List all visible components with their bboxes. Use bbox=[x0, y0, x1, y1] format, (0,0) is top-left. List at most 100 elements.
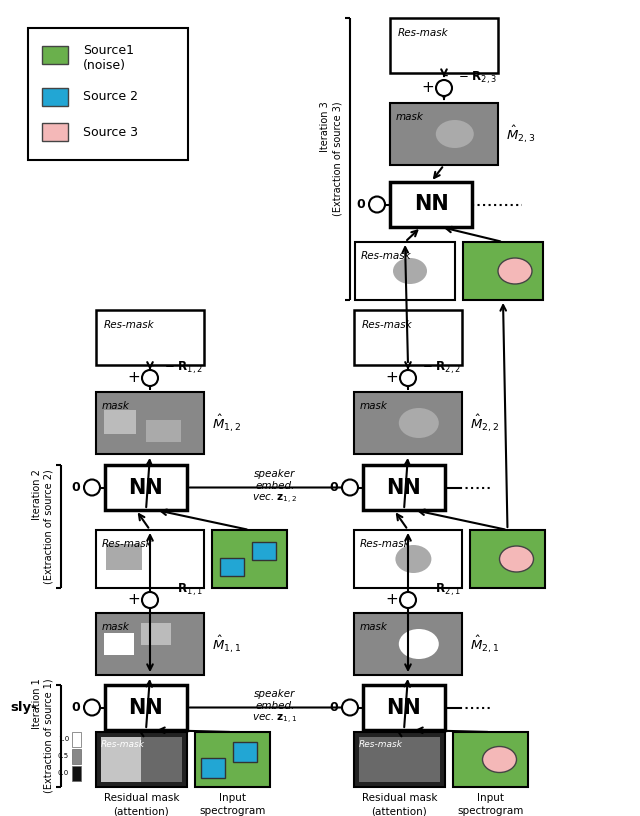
Text: 0: 0 bbox=[356, 198, 365, 211]
Text: NN: NN bbox=[129, 698, 163, 717]
Text: NN: NN bbox=[387, 698, 421, 717]
Text: spectrogram: spectrogram bbox=[199, 806, 266, 816]
Text: +: + bbox=[127, 370, 140, 385]
Text: Residual mask: Residual mask bbox=[362, 793, 437, 803]
Text: (attention): (attention) bbox=[114, 806, 170, 816]
Text: Res-mask: Res-mask bbox=[360, 539, 411, 549]
Bar bbox=[354, 310, 462, 365]
Text: $\hat{M}_{2,2}$: $\hat{M}_{2,2}$ bbox=[470, 412, 499, 434]
Text: speaker
embed.
vec. $\mathbf{z}_{1,1}$: speaker embed. vec. $\mathbf{z}_{1,1}$ bbox=[252, 690, 298, 725]
Text: sly-: sly- bbox=[10, 701, 36, 714]
Text: -: - bbox=[406, 579, 412, 595]
Text: $\hat{M}_{1,2}$: $\hat{M}_{1,2}$ bbox=[212, 412, 241, 434]
Bar bbox=[233, 742, 257, 762]
Bar bbox=[195, 732, 270, 787]
Text: NN: NN bbox=[387, 477, 421, 498]
Text: spectrogram: spectrogram bbox=[458, 806, 524, 816]
Text: Input: Input bbox=[219, 793, 246, 803]
Text: -: - bbox=[442, 68, 448, 82]
Bar bbox=[96, 732, 187, 787]
Ellipse shape bbox=[399, 408, 439, 438]
Bar bbox=[96, 392, 204, 454]
Text: Iteration 3
(Extraction of source 3): Iteration 3 (Extraction of source 3) bbox=[321, 102, 342, 216]
Bar bbox=[104, 633, 134, 655]
Text: Res-mask: Res-mask bbox=[359, 740, 403, 749]
Ellipse shape bbox=[396, 545, 431, 573]
Circle shape bbox=[436, 80, 452, 96]
Bar bbox=[470, 530, 545, 588]
Bar bbox=[72, 766, 81, 781]
Text: 0: 0 bbox=[330, 701, 339, 714]
Text: $-\ \mathbf{R}_{1,1}$: $-\ \mathbf{R}_{1,1}$ bbox=[164, 582, 203, 598]
Bar bbox=[42, 123, 68, 141]
Bar bbox=[101, 737, 141, 782]
Bar bbox=[220, 558, 244, 576]
Text: mask: mask bbox=[102, 622, 130, 632]
Bar bbox=[354, 613, 462, 675]
Circle shape bbox=[342, 480, 358, 495]
Text: $\hat{M}_{2,1}$: $\hat{M}_{2,1}$ bbox=[470, 633, 499, 654]
Circle shape bbox=[369, 197, 385, 212]
Bar bbox=[354, 530, 462, 588]
Bar bbox=[96, 613, 204, 675]
Text: +: + bbox=[422, 81, 435, 95]
Text: Iteration 1
(Extraction of source 1): Iteration 1 (Extraction of source 1) bbox=[33, 679, 54, 793]
Bar bbox=[101, 737, 182, 782]
Text: Source 2: Source 2 bbox=[83, 91, 138, 104]
Bar bbox=[463, 242, 543, 300]
Bar bbox=[104, 410, 136, 434]
Text: 1.0: 1.0 bbox=[58, 736, 69, 742]
Text: Res-mask: Res-mask bbox=[101, 740, 145, 749]
Text: 0: 0 bbox=[72, 701, 81, 714]
Text: (attention): (attention) bbox=[372, 806, 428, 816]
Bar bbox=[28, 28, 188, 160]
Text: mask: mask bbox=[102, 401, 130, 411]
Bar bbox=[42, 46, 68, 64]
Bar bbox=[359, 737, 440, 782]
Text: mask: mask bbox=[360, 401, 388, 411]
Circle shape bbox=[142, 592, 158, 608]
Circle shape bbox=[400, 370, 416, 386]
Text: Res-mask: Res-mask bbox=[398, 28, 449, 38]
Circle shape bbox=[142, 370, 158, 386]
Bar bbox=[105, 465, 187, 510]
Text: -: - bbox=[148, 579, 154, 595]
Circle shape bbox=[342, 699, 358, 716]
Ellipse shape bbox=[436, 120, 474, 148]
Text: $\hat{M}_{2,3}$: $\hat{M}_{2,3}$ bbox=[506, 123, 535, 144]
Bar bbox=[355, 242, 455, 300]
Text: Iteration 2
(Extraction of source 2): Iteration 2 (Extraction of source 2) bbox=[33, 469, 54, 584]
Text: $-\ \mathbf{R}_{1,2}$: $-\ \mathbf{R}_{1,2}$ bbox=[164, 360, 203, 376]
Bar bbox=[141, 623, 171, 645]
Text: $-\ \mathbf{R}_{2,2}$: $-\ \mathbf{R}_{2,2}$ bbox=[422, 360, 461, 376]
Ellipse shape bbox=[399, 629, 439, 659]
Text: $-\ \mathbf{R}_{2,3}$: $-\ \mathbf{R}_{2,3}$ bbox=[458, 70, 497, 86]
Text: Residual mask: Residual mask bbox=[104, 793, 179, 803]
Text: 0.5: 0.5 bbox=[58, 753, 69, 759]
Text: mask: mask bbox=[396, 112, 424, 122]
Text: 0: 0 bbox=[72, 481, 81, 494]
Bar bbox=[72, 749, 81, 764]
Bar bbox=[212, 530, 287, 588]
Text: NN: NN bbox=[413, 194, 449, 215]
Bar bbox=[105, 685, 187, 730]
Text: Source 3: Source 3 bbox=[83, 126, 138, 139]
Text: -: - bbox=[406, 357, 412, 372]
Text: 0: 0 bbox=[330, 481, 339, 494]
Bar bbox=[390, 18, 498, 73]
Text: Res-mask: Res-mask bbox=[102, 539, 152, 549]
Text: Input: Input bbox=[477, 793, 504, 803]
Text: 0.0: 0.0 bbox=[58, 770, 69, 776]
Bar bbox=[146, 420, 181, 442]
Bar bbox=[390, 103, 498, 165]
Text: Source1: Source1 bbox=[83, 45, 134, 57]
Circle shape bbox=[84, 699, 100, 716]
Bar bbox=[390, 182, 472, 227]
Bar bbox=[96, 530, 204, 588]
Text: +: + bbox=[386, 592, 398, 607]
Text: Res-mask: Res-mask bbox=[362, 320, 413, 330]
Bar bbox=[106, 544, 142, 570]
Ellipse shape bbox=[499, 546, 534, 572]
Text: $-\ \mathbf{R}_{2,1}$: $-\ \mathbf{R}_{2,1}$ bbox=[422, 582, 461, 598]
Bar bbox=[453, 732, 528, 787]
